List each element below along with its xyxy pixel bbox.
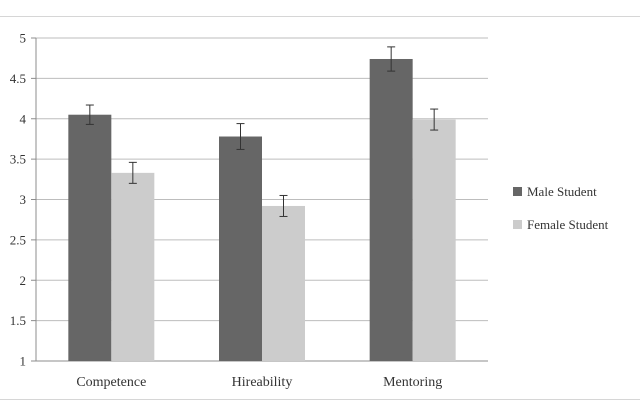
- legend-swatch: [513, 220, 522, 229]
- bar-male-student: [219, 136, 262, 361]
- y-tick-label: 5: [20, 31, 27, 46]
- x-tick-label: Hireability: [232, 375, 293, 390]
- legend-label: Male Student: [527, 184, 597, 199]
- y-tick-label: 1.5: [10, 313, 26, 328]
- bar-female-student: [412, 119, 456, 362]
- y-tick-label: 1: [20, 354, 27, 369]
- y-tick-label: 4.5: [10, 71, 26, 86]
- bar-female-student: [262, 205, 305, 361]
- y-tick-label: 4: [20, 111, 27, 126]
- y-tick-label: 2: [20, 273, 27, 288]
- legend-swatch: [513, 187, 522, 196]
- bar-male-student: [68, 114, 112, 362]
- bar-female-student: [111, 172, 155, 361]
- legend-label: Female Student: [527, 217, 609, 232]
- y-tick-label: 3: [20, 192, 27, 207]
- x-tick-label: Mentoring: [383, 375, 442, 390]
- bar-male-student: [369, 58, 413, 362]
- x-tick-label: Competence: [76, 375, 146, 390]
- y-tick-label: 2.5: [10, 232, 26, 247]
- y-tick-label: 3.5: [10, 152, 26, 167]
